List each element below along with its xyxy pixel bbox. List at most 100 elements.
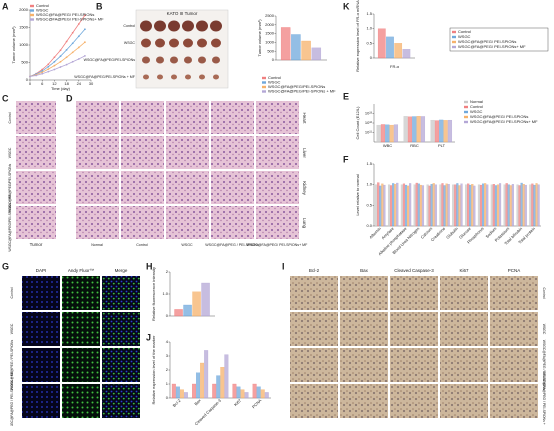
col-label: Merge: [115, 268, 128, 273]
micrograph: [102, 384, 140, 418]
micrograph: [22, 384, 60, 418]
bar: [484, 183, 487, 227]
micrograph: [490, 384, 538, 418]
legend-swatch: [262, 90, 266, 93]
bar: [183, 392, 188, 399]
row-label: Control: [123, 24, 135, 28]
tumor: [197, 38, 207, 48]
bar: [236, 386, 241, 399]
y-tick-label: 0: [166, 313, 169, 318]
bar: [482, 183, 485, 227]
micrograph: [16, 136, 56, 169]
bar: [443, 120, 448, 143]
panel-label: B: [96, 1, 103, 11]
legend-label: WSGC: [470, 109, 483, 114]
col-label: DAPI: [36, 268, 47, 273]
bar: [396, 182, 399, 227]
bar: [240, 389, 245, 399]
x-tick-label: 24: [77, 81, 82, 86]
y-tick-label: 10¹²: [365, 120, 373, 125]
bar: [447, 119, 453, 143]
y-tick-label: 0.5: [366, 40, 372, 45]
micrograph: [102, 276, 140, 310]
micrograph: [76, 101, 119, 134]
bar: [434, 120, 440, 143]
row-label: WSGC@FA@PEG / PEI-SPIONs + MF: [10, 371, 14, 426]
point: [84, 41, 86, 44]
point: [77, 58, 80, 60]
legend-label: WSGC@FA@PEG/ PEI-SPIONs+ MF: [36, 17, 104, 22]
line: [29, 15, 86, 77]
row-label: WSGC@FA@PEG/PEI-SPIONs + MF: [8, 194, 12, 251]
point: [77, 23, 80, 25]
bar: [505, 183, 508, 227]
bar: [445, 183, 448, 227]
col-label: Control: [136, 243, 148, 247]
tumor: [210, 20, 222, 32]
point: [77, 46, 80, 49]
tumor: [198, 56, 206, 64]
y-tick-label: 0: [166, 395, 169, 400]
point: [84, 28, 86, 31]
bar: [447, 184, 450, 227]
bar: [416, 116, 421, 143]
col-label: Bax: [360, 268, 369, 273]
y-axis-label: Tumor volume (mm³): [257, 19, 262, 57]
micrograph: [76, 136, 119, 169]
bar: [509, 185, 512, 227]
row-label: WSGC@FA@PEG / PEI-SPIONs + MF: [542, 371, 546, 426]
x-axis-label: Time (day): [51, 86, 71, 91]
bar: [394, 43, 403, 59]
x-tick-label: 12: [52, 81, 57, 86]
bar: [301, 40, 311, 61]
bar: [454, 184, 457, 227]
line: [29, 41, 86, 77]
micrograph: [16, 206, 56, 239]
y-tick-label: 1.5: [366, 11, 372, 16]
bar: [402, 183, 406, 227]
panel-label: I: [282, 261, 285, 271]
micrograph: [211, 136, 254, 169]
bar: [458, 185, 461, 227]
row-label: WSGC: [10, 323, 14, 334]
bar: [443, 185, 446, 227]
bar: [406, 185, 410, 227]
legend-label: WSGC: [36, 8, 49, 13]
row-label: Heart: [302, 112, 307, 124]
legend-label: WSGC@FA@PEG/ PEI-SPIONs+ MF: [470, 119, 538, 124]
legend-label: WSGC@FA@PEG/ PEI-SPIONs: [36, 12, 94, 17]
bar: [394, 184, 397, 227]
bar: [524, 184, 527, 227]
bar: [377, 182, 380, 227]
micrograph: [290, 348, 338, 382]
bar: [441, 183, 444, 227]
bar: [196, 372, 201, 399]
photo-title: KATO III Tumor: [167, 11, 198, 16]
micrograph: [390, 276, 438, 310]
row-label: WSGC@FA@PEG / PEI-SPIONs: [10, 339, 14, 390]
bar: [179, 389, 184, 399]
point: [59, 60, 62, 63]
bar: [492, 184, 495, 227]
y-tick-label: 2: [166, 269, 169, 274]
point: [65, 40, 68, 43]
point: [71, 60, 74, 63]
bar: [383, 184, 386, 227]
point: [35, 74, 37, 77]
tumor: [196, 20, 208, 32]
x-tick-label: 30: [89, 81, 94, 86]
bar: [375, 184, 378, 227]
legend-swatch: [30, 13, 34, 17]
point: [65, 63, 68, 66]
micrograph: [440, 384, 488, 418]
panel-label: C: [2, 93, 9, 103]
row-label: WSGC@FA@PEG / PEI-SPIONs: [542, 340, 546, 391]
micrograph: [340, 384, 388, 418]
col-label: WSGC@FA@PEG/ PEI-SPIONs+ MF: [247, 243, 309, 247]
bar: [393, 124, 399, 143]
tumor: [170, 56, 178, 64]
micrograph: [440, 276, 488, 310]
point: [65, 49, 68, 51]
y-axis-label: Relative expression level of FR-α mRNA: [355, 0, 360, 72]
legend-label: WSGC: [458, 34, 471, 39]
